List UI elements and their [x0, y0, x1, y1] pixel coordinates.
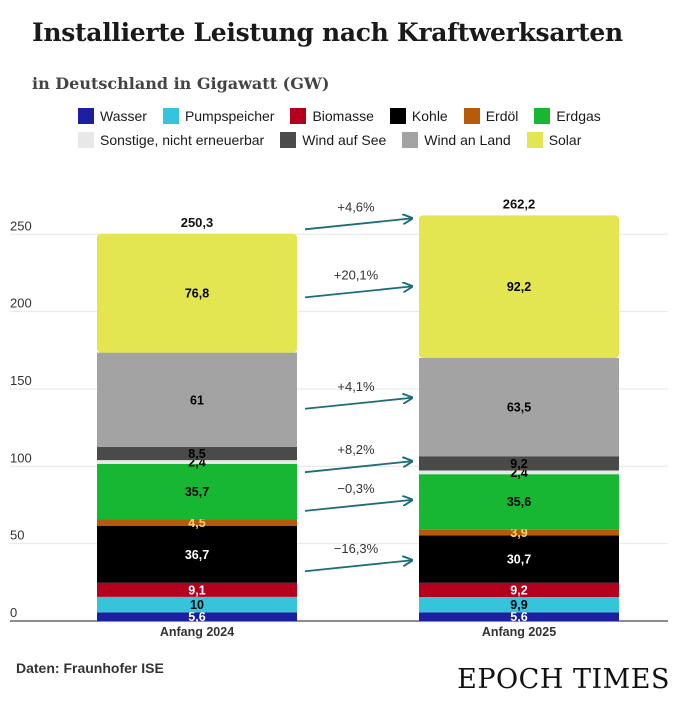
legend-label: Wind auf See	[302, 132, 387, 148]
change-arrow	[304, 398, 412, 410]
legend-label: Pumpspeicher	[184, 108, 275, 124]
bar-segment	[419, 358, 619, 457]
bar-segment	[419, 612, 619, 621]
legend-item: Erdgas	[534, 108, 601, 124]
legend-label: Wasser	[100, 108, 147, 124]
source-note: Daten: Fraunhofer ISE	[16, 660, 164, 676]
segment-value-label: 5,6	[510, 610, 527, 624]
y-tick-label: 0	[10, 605, 17, 620]
bar-segment	[97, 460, 297, 464]
legend-item: Wasser	[78, 108, 147, 124]
legend-item: Pumpspeicher	[162, 108, 275, 124]
bar-total-label: 250,3	[181, 215, 214, 230]
bar-segment	[419, 535, 619, 583]
bar-segment	[97, 596, 297, 613]
legend-item: Sonstige, nicht erneuerbar	[78, 132, 264, 148]
bar-segment	[419, 470, 619, 475]
y-tick-label: 250	[10, 218, 32, 233]
legend-label: Biomasse	[312, 108, 374, 124]
segment-value-label: 30,7	[507, 553, 531, 567]
y-tick-label: 100	[10, 450, 32, 465]
bar-segment	[419, 456, 619, 471]
legend-swatch	[78, 132, 94, 148]
bar-segment	[97, 582, 297, 597]
legend-label: Erdöl	[485, 108, 519, 124]
segment-value-label: 10	[190, 598, 204, 612]
legend-swatch	[402, 132, 419, 148]
change-arrow	[304, 560, 412, 573]
bar-segment	[97, 519, 297, 527]
change-label: −16,3%	[334, 541, 379, 556]
segment-value-label: 9,9	[510, 598, 527, 612]
legend-swatch	[162, 108, 179, 124]
segment-value-label: 76,8	[185, 287, 209, 301]
legend-swatch	[534, 108, 551, 124]
legend-item: Biomasse	[290, 108, 374, 124]
change-arrow	[304, 461, 412, 474]
change-label: −0,3%	[337, 481, 375, 496]
chart-title: Installierte Leistung nach Kraftwerksart…	[32, 18, 623, 47]
legend-label: Wind an Land	[424, 132, 511, 148]
bar-segment	[97, 446, 297, 461]
legend-swatch	[280, 132, 297, 148]
segment-value-label: 35,7	[185, 485, 209, 499]
segment-value-label: 4,5	[188, 516, 205, 530]
bar-segment	[419, 474, 619, 530]
segment-value-label: 92,2	[507, 280, 531, 294]
segment-value-label: 61	[190, 393, 204, 407]
change-arrow	[304, 218, 412, 231]
change-label: +20,1%	[334, 267, 379, 282]
change-arrow	[304, 286, 412, 299]
segment-value-label: 9,2	[510, 583, 527, 597]
change-label: +4,6%	[337, 199, 375, 214]
x-category-label: Anfang 2024	[160, 625, 234, 639]
bar-segment	[419, 597, 619, 613]
legend-label: Solar	[548, 132, 582, 148]
bar-segment	[419, 582, 619, 598]
segment-value-label: 8,5	[188, 447, 205, 461]
brand-logo: EPOCH TIMES	[457, 664, 670, 695]
segment-value-label: 63,5	[507, 401, 531, 415]
legend-label: Erdgas	[556, 108, 601, 124]
bar-segment	[97, 526, 297, 583]
legend-swatch	[290, 108, 307, 124]
segment-value-label: 36,7	[185, 548, 209, 562]
legend: Wasser Pumpspeicher Biomasse Kohle Erdöl Erdg…	[78, 108, 638, 148]
y-tick-label: 150	[10, 373, 32, 388]
bar-segment	[97, 463, 297, 520]
bar-segment	[97, 233, 297, 353]
bar-segment	[419, 215, 619, 359]
legend-item: Solar	[526, 132, 582, 148]
legend-swatch	[78, 108, 94, 124]
legend-label: Kohle	[411, 108, 448, 124]
bar-segment	[97, 352, 297, 447]
segment-value-label: 9,1	[188, 583, 205, 597]
chart-subtitle: in Deutschland in Gigawatt (GW)	[32, 74, 330, 93]
segment-value-label: 3,9	[510, 526, 527, 540]
segment-value-label: 9,2	[510, 457, 527, 471]
x-category-label: Anfang 2025	[482, 625, 556, 639]
change-arrow	[304, 500, 412, 512]
change-label: +8,2%	[337, 442, 375, 457]
bar-segment	[97, 612, 297, 621]
change-label: +4,1%	[337, 379, 375, 394]
legend-swatch	[463, 108, 480, 124]
bar-segment	[419, 529, 619, 536]
legend-swatch	[389, 108, 406, 124]
legend-label: Sonstige, nicht erneuerbar	[100, 132, 265, 148]
legend-item: Kohle	[389, 108, 448, 124]
segment-value-label: 35,6	[507, 495, 531, 509]
bar-total-label: 262,2	[503, 196, 536, 211]
segment-value-label: 5,6	[188, 610, 205, 624]
y-tick-label: 50	[10, 528, 24, 543]
legend-item: Wind auf See	[280, 132, 386, 148]
legend-item: Erdöl	[463, 108, 519, 124]
legend-swatch	[526, 132, 543, 148]
y-tick-label: 200	[10, 296, 32, 311]
legend-item: Wind an Land	[402, 132, 511, 148]
